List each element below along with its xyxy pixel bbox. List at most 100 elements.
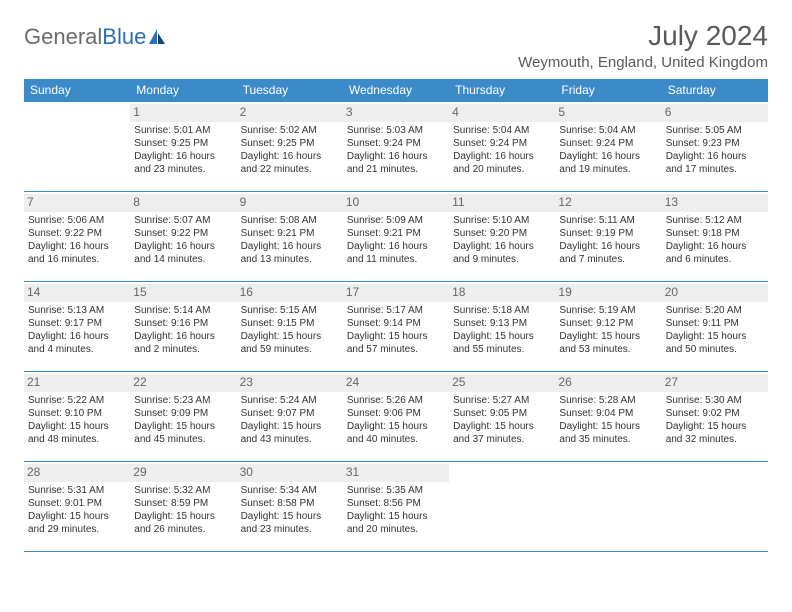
day-number: 26 <box>555 374 661 392</box>
sunrise-text: Sunrise: 5:35 AM <box>347 484 445 497</box>
calendar-day-cell: 18Sunrise: 5:18 AMSunset: 9:13 PMDayligh… <box>449 282 555 372</box>
sunset-text: Sunset: 9:21 PM <box>347 227 445 240</box>
sunset-text: Sunset: 9:11 PM <box>666 317 764 330</box>
daylight-text: Daylight: 16 hours and 14 minutes. <box>134 240 232 266</box>
sunset-text: Sunset: 8:59 PM <box>134 497 232 510</box>
weekday-header-row: Sunday Monday Tuesday Wednesday Thursday… <box>24 79 768 102</box>
sunset-text: Sunset: 9:20 PM <box>453 227 551 240</box>
day-number: 8 <box>130 194 236 212</box>
sunset-text: Sunset: 9:24 PM <box>453 137 551 150</box>
calendar-week-row: .1Sunrise: 5:01 AMSunset: 9:25 PMDayligh… <box>24 102 768 192</box>
calendar-day-cell: 31Sunrise: 5:35 AMSunset: 8:56 PMDayligh… <box>343 462 449 552</box>
daylight-text: Daylight: 15 hours and 55 minutes. <box>453 330 551 356</box>
calendar-day-cell: 11Sunrise: 5:10 AMSunset: 9:20 PMDayligh… <box>449 192 555 282</box>
daylight-text: Daylight: 15 hours and 48 minutes. <box>28 420 126 446</box>
daylight-text: Daylight: 15 hours and 45 minutes. <box>134 420 232 446</box>
calendar-day-cell: 9Sunrise: 5:08 AMSunset: 9:21 PMDaylight… <box>237 192 343 282</box>
sunrise-text: Sunrise: 5:14 AM <box>134 304 232 317</box>
day-number: 10 <box>343 194 449 212</box>
calendar-day-cell: 27Sunrise: 5:30 AMSunset: 9:02 PMDayligh… <box>662 372 768 462</box>
daylight-text: Daylight: 15 hours and 59 minutes. <box>241 330 339 356</box>
sunrise-text: Sunrise: 5:22 AM <box>28 394 126 407</box>
day-number: 11 <box>449 194 555 212</box>
sunset-text: Sunset: 9:05 PM <box>453 407 551 420</box>
day-number: 27 <box>662 374 768 392</box>
daylight-text: Daylight: 16 hours and 11 minutes. <box>347 240 445 266</box>
daylight-text: Daylight: 15 hours and 29 minutes. <box>28 510 126 536</box>
sunrise-text: Sunrise: 5:09 AM <box>347 214 445 227</box>
calendar-day-cell: 26Sunrise: 5:28 AMSunset: 9:04 PMDayligh… <box>555 372 661 462</box>
sunset-text: Sunset: 9:02 PM <box>666 407 764 420</box>
calendar-day-cell: 13Sunrise: 5:12 AMSunset: 9:18 PMDayligh… <box>662 192 768 282</box>
calendar-day-cell: 4Sunrise: 5:04 AMSunset: 9:24 PMDaylight… <box>449 102 555 192</box>
calendar-day-cell: 16Sunrise: 5:15 AMSunset: 9:15 PMDayligh… <box>237 282 343 372</box>
sunset-text: Sunset: 9:18 PM <box>666 227 764 240</box>
day-number: 3 <box>343 104 449 122</box>
sunset-text: Sunset: 9:01 PM <box>28 497 126 510</box>
sunrise-text: Sunrise: 5:30 AM <box>666 394 764 407</box>
daylight-text: Daylight: 16 hours and 9 minutes. <box>453 240 551 266</box>
calendar-day-cell: 29Sunrise: 5:32 AMSunset: 8:59 PMDayligh… <box>130 462 236 552</box>
sunrise-text: Sunrise: 5:08 AM <box>241 214 339 227</box>
sunset-text: Sunset: 8:56 PM <box>347 497 445 510</box>
sunrise-text: Sunrise: 5:05 AM <box>666 124 764 137</box>
sunset-text: Sunset: 9:17 PM <box>28 317 126 330</box>
sunset-text: Sunset: 9:10 PM <box>28 407 126 420</box>
calendar-day-cell: 23Sunrise: 5:24 AMSunset: 9:07 PMDayligh… <box>237 372 343 462</box>
sunrise-text: Sunrise: 5:01 AM <box>134 124 232 137</box>
calendar-day-cell: 25Sunrise: 5:27 AMSunset: 9:05 PMDayligh… <box>449 372 555 462</box>
day-number: 12 <box>555 194 661 212</box>
weekday-header: Wednesday <box>343 79 449 102</box>
daylight-text: Daylight: 16 hours and 23 minutes. <box>134 150 232 176</box>
day-number: 1 <box>130 104 236 122</box>
calendar-day-cell: 20Sunrise: 5:20 AMSunset: 9:11 PMDayligh… <box>662 282 768 372</box>
day-number: 16 <box>237 284 343 302</box>
daylight-text: Daylight: 16 hours and 7 minutes. <box>559 240 657 266</box>
sunset-text: Sunset: 9:06 PM <box>347 407 445 420</box>
day-number: 25 <box>449 374 555 392</box>
sunset-text: Sunset: 9:14 PM <box>347 317 445 330</box>
calendar-day-cell: 5Sunrise: 5:04 AMSunset: 9:24 PMDaylight… <box>555 102 661 192</box>
day-number: 30 <box>237 464 343 482</box>
weekday-header: Friday <box>555 79 661 102</box>
brand-name: GeneralBlue <box>24 24 146 50</box>
daylight-text: Daylight: 16 hours and 16 minutes. <box>28 240 126 266</box>
sunrise-text: Sunrise: 5:26 AM <box>347 394 445 407</box>
sunset-text: Sunset: 9:25 PM <box>134 137 232 150</box>
calendar-day-cell: 1 Sunrise: 5:01 AMSunset: 9:25 PMDaylight… <box>130 102 236 192</box>
sunset-text: Sunset: 9:23 PM <box>666 137 764 150</box>
day-number: 28 <box>24 464 130 482</box>
sunset-text: Sunset: 9:24 PM <box>559 137 657 150</box>
sunset-text: Sunset: 9:25 PM <box>241 137 339 150</box>
day-number: 7 <box>24 194 130 212</box>
day-number: 31 <box>343 464 449 482</box>
calendar-day-cell: 30Sunrise: 5:34 AMSunset: 8:58 PMDayligh… <box>237 462 343 552</box>
daylight-text: Daylight: 15 hours and 53 minutes. <box>559 330 657 356</box>
day-number: 24 <box>343 374 449 392</box>
calendar-day-cell: . <box>555 462 661 552</box>
sunset-text: Sunset: 9:04 PM <box>559 407 657 420</box>
daylight-text: Daylight: 16 hours and 13 minutes. <box>241 240 339 266</box>
calendar-day-cell: 14Sunrise: 5:13 AMSunset: 9:17 PMDayligh… <box>24 282 130 372</box>
sunrise-text: Sunrise: 5:32 AM <box>134 484 232 497</box>
title-block: July 2024 Weymouth, England, United King… <box>518 20 768 71</box>
calendar-week-row: 28Sunrise: 5:31 AMSunset: 9:01 PMDayligh… <box>24 462 768 552</box>
calendar-day-cell: 19Sunrise: 5:19 AMSunset: 9:12 PMDayligh… <box>555 282 661 372</box>
daylight-text: Daylight: 15 hours and 26 minutes. <box>134 510 232 536</box>
day-number: 17 <box>343 284 449 302</box>
sunset-text: Sunset: 8:58 PM <box>241 497 339 510</box>
weekday-header: Tuesday <box>237 79 343 102</box>
daylight-text: Daylight: 16 hours and 2 minutes. <box>134 330 232 356</box>
sunrise-text: Sunrise: 5:06 AM <box>28 214 126 227</box>
sunset-text: Sunset: 9:09 PM <box>134 407 232 420</box>
weekday-header: Sunday <box>24 79 130 102</box>
calendar-day-cell: . <box>449 462 555 552</box>
sunrise-text: Sunrise: 5:07 AM <box>134 214 232 227</box>
sail-icon <box>147 27 167 47</box>
calendar-table: Sunday Monday Tuesday Wednesday Thursday… <box>24 79 768 552</box>
daylight-text: Daylight: 15 hours and 50 minutes. <box>666 330 764 356</box>
calendar-day-cell: 6Sunrise: 5:05 AMSunset: 9:23 PMDaylight… <box>662 102 768 192</box>
calendar-day-cell: 21Sunrise: 5:22 AMSunset: 9:10 PMDayligh… <box>24 372 130 462</box>
sunrise-text: Sunrise: 5:04 AM <box>453 124 551 137</box>
sunset-text: Sunset: 9:24 PM <box>347 137 445 150</box>
